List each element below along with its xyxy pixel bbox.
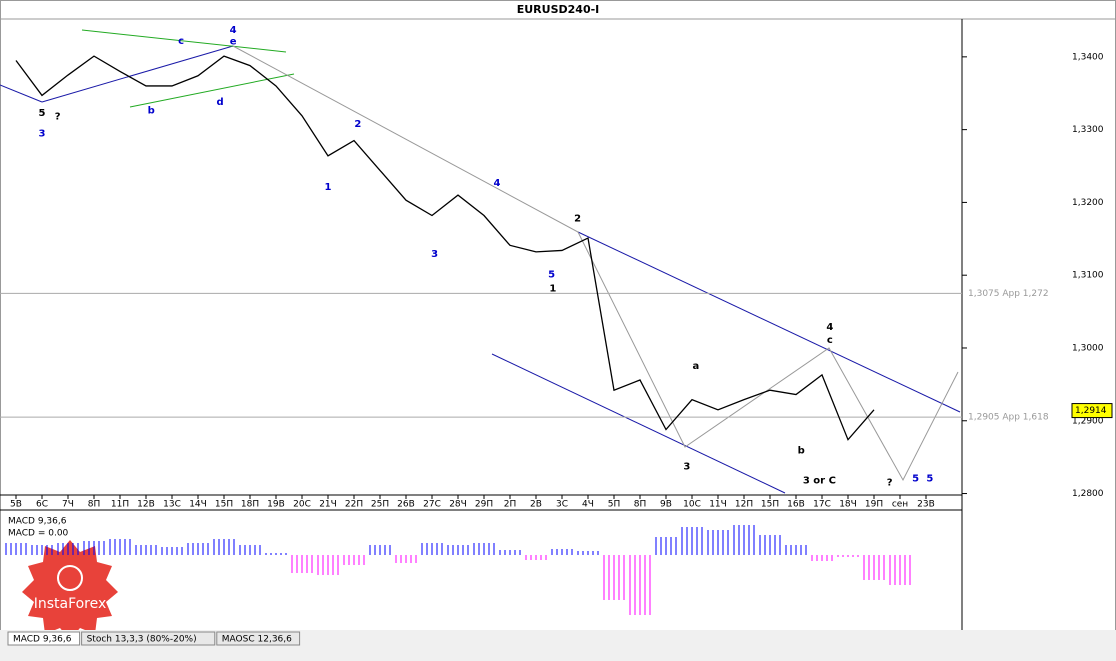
x-tick-label: 17С (813, 500, 831, 510)
wave-label: 1 (325, 182, 332, 193)
x-tick-label: 16В (787, 500, 805, 510)
x-tick-label: 14Ч (189, 500, 207, 510)
channel-upper (577, 231, 961, 413)
x-tick-label: 12В (137, 500, 155, 510)
x-tick-label: 3С (556, 500, 568, 510)
wave-label: ? (55, 112, 61, 123)
logo-text: InstaForex (34, 596, 107, 612)
x-tick-label: 15П (215, 500, 233, 510)
wave-label: 5 (926, 473, 933, 484)
plot: 1,3400 1,3300 1,3200 1,3100 1,3000 1,2900 1,28… (0, 25, 1113, 615)
wave-path (232, 45, 959, 482)
wave-label: 4 (230, 25, 237, 36)
x-tick-label: 18П (241, 500, 259, 510)
x-tick-label: 8П (634, 500, 647, 510)
price-line (15, 55, 875, 441)
x-tick-label: 28Ч (449, 500, 467, 510)
wave-label: 2 (574, 213, 581, 224)
tabs: MACD 9,36,6 Stoch 13,3,3 (80%-20%) MAOSC 1… (7, 631, 301, 646)
wave-label: 3 (683, 462, 690, 473)
x-tick-label: 7Ч (62, 500, 74, 510)
indicator-title: MACD 9,36,6 (8, 517, 67, 527)
triangle-line (129, 73, 295, 108)
x-tick-label: 15П (761, 500, 779, 510)
x-tick-label: 5П (608, 500, 621, 510)
triangle-line (81, 29, 287, 53)
wave-label: 4 (494, 178, 501, 189)
y-tick-label: 1,2800 (1072, 489, 1104, 499)
wave-label: 1 (549, 283, 556, 294)
window-title: EURUSD240-I (517, 3, 600, 16)
wave-label: a (693, 361, 700, 372)
tab[interactable] (81, 631, 216, 646)
wave-label: ? (887, 478, 893, 489)
x-tick-label: 29П (475, 500, 493, 510)
channel-lower (491, 353, 786, 494)
x-tick-label: 20С (293, 500, 311, 510)
wave-label: 3 (431, 249, 438, 260)
tab-label[interactable]: MACD 9,36,6 (13, 635, 72, 645)
x-tick-label: 6С (36, 500, 48, 510)
x-tick-label: 2П (504, 500, 517, 510)
wave-label: c (178, 36, 184, 47)
x-tick-label: 5В (10, 500, 22, 510)
wave-label: 3 (39, 128, 46, 139)
x-tick-label: 23В (917, 500, 935, 510)
x-tick-label: 11П (111, 500, 129, 510)
y-tick-label: 1,3000 (1072, 343, 1104, 353)
logo-icon (57, 565, 83, 591)
y-tick-label: 1,3400 (1072, 52, 1104, 62)
current-price-label: 1,2914 (1075, 406, 1107, 416)
wave-label: b (798, 446, 805, 457)
tab-label[interactable]: Stoch 13,3,3 (80%-20%) (87, 635, 197, 645)
wave-label: b (148, 106, 155, 117)
indicator-value: MACD = 0.00 (8, 529, 69, 539)
trend-line (41, 45, 234, 103)
wave-label: 3 or C (803, 475, 836, 486)
y-tick-label: 1,3300 (1072, 125, 1104, 135)
tab[interactable] (7, 631, 81, 646)
wave-label: 2 (354, 119, 361, 130)
wave-label: 5 (39, 108, 46, 119)
tab-label[interactable]: MAOSC 12,36,6 (222, 635, 292, 645)
tab[interactable] (216, 631, 301, 646)
y-tick-label: 1,3100 (1072, 271, 1104, 281)
wave-label: c (827, 335, 833, 346)
wave-label: e (230, 37, 237, 48)
x-tick-label: 10С (683, 500, 701, 510)
x-tick-label: сен (892, 500, 908, 510)
wave-label: 5 (548, 269, 555, 280)
x-tick-label: 21Ч (319, 500, 337, 510)
x-tick-label: 19П (865, 500, 883, 510)
x-tick-label: 9В (660, 500, 672, 510)
x-tick-label: 2В (530, 500, 542, 510)
x-tick-label: 18Ч (839, 500, 857, 510)
x-tick-label: 12П (735, 500, 753, 510)
level-label: 1,3075 App 1,272 (968, 289, 1049, 299)
x-tick-label: 4Ч (582, 500, 594, 510)
current-price-box (1071, 403, 1113, 419)
x-tick-label: 27С (423, 500, 441, 510)
x-tick-label: 13С (163, 500, 181, 510)
x-tick-label: 26В (397, 500, 415, 510)
x-tick-label: 25П (371, 500, 389, 510)
x-tick-label: 19В (267, 500, 285, 510)
y-tick-label: 1,3200 (1072, 198, 1104, 208)
level-label: 1,2905 App 1,618 (968, 413, 1049, 423)
x-tick-label: 22П (345, 500, 363, 510)
wave-label: 4 (826, 322, 833, 333)
y-tick-label: 1,2900 (1072, 416, 1104, 426)
x-tick-label: 11Ч (709, 500, 727, 510)
x-tick-label: 8П (88, 500, 101, 510)
wave-label: 5 (912, 473, 919, 484)
trend-line (0, 84, 43, 103)
wave-label: d (217, 97, 224, 108)
